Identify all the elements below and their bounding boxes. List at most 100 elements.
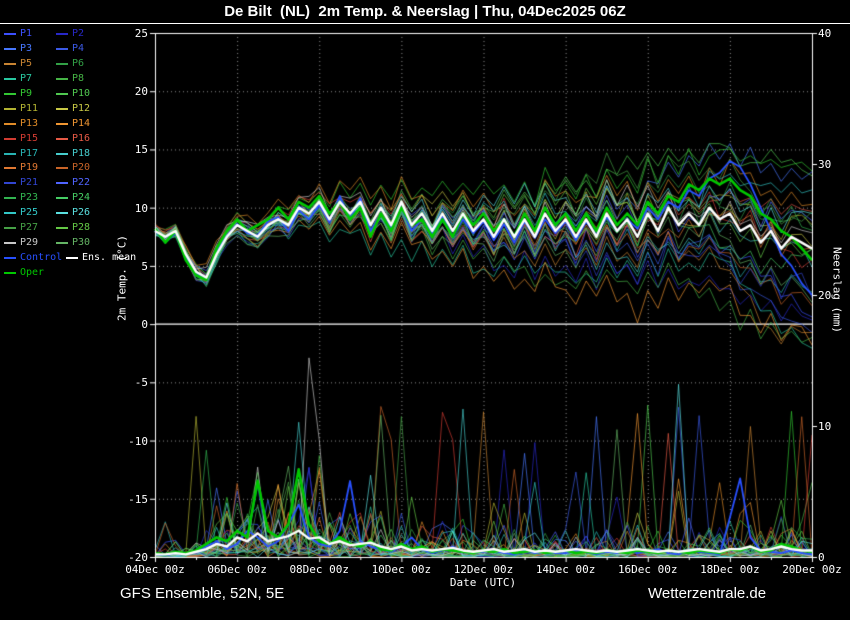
legend-item-p13: P13 — [4, 117, 56, 129]
legend-label: P28 — [72, 222, 91, 234]
x-tick-label: 04Dec 00z — [125, 563, 185, 576]
legend-line-swatch — [4, 33, 16, 36]
legend-label: P18 — [72, 147, 91, 159]
legend-item-p16: P16 — [56, 133, 108, 144]
y-right-tick-label: 30 — [818, 158, 832, 171]
legend-line-swatch — [4, 197, 16, 200]
legend-line-swatch — [4, 241, 16, 244]
legend-item-p3: P3 — [4, 44, 56, 54]
legend-label: P8 — [72, 73, 85, 85]
legend-line-swatch — [4, 152, 16, 155]
x-tick-label: 14Dec 00z — [535, 563, 596, 576]
legend-line-swatch — [56, 227, 68, 230]
legend-item-oper: Oper — [4, 266, 66, 278]
legend-item-p1: P1 — [4, 29, 56, 39]
legend-row: P13 P14 — [4, 116, 128, 131]
legend-label: P6 — [72, 58, 85, 70]
legend-line-swatch — [4, 93, 16, 95]
legend-line-swatch — [56, 122, 68, 125]
legend-line-swatch — [56, 107, 68, 110]
legend-item-p7: P7 — [4, 74, 56, 84]
x-axis-label: Date (UTC) — [449, 576, 517, 589]
legend-line-swatch — [56, 63, 68, 66]
x-tick-label: 18Dec 00z — [700, 563, 760, 576]
legend-item-p21: P21 — [4, 178, 56, 188]
legend-item-control: Control — [4, 252, 66, 263]
legend-item-p17: P17 — [4, 147, 56, 159]
legend-item-p24: P24 — [56, 193, 108, 203]
legend-line-swatch — [56, 182, 68, 185]
y-left-tick-label: -10 — [128, 434, 148, 448]
y-left-tick-label: 15 — [134, 143, 148, 157]
legend-item-p9: P9 — [4, 89, 56, 99]
legend-item-p28: P28 — [56, 223, 108, 233]
y-right-tick-label: 20 — [818, 289, 832, 302]
legend-label: P15 — [20, 132, 39, 144]
legend-item-p19: P19 — [4, 163, 56, 173]
legend-line-swatch — [56, 78, 68, 81]
x-tick-label: 06Dec 00z — [207, 563, 267, 576]
legend-row: P5 P6 — [4, 57, 128, 72]
legend-row: P9 P10 — [4, 87, 128, 102]
legend-item-ens-mean: Ens. mean — [66, 252, 136, 263]
legend-line-swatch — [56, 212, 68, 215]
legend-label: P10 — [72, 88, 91, 99]
legend-item-p29: P29 — [4, 236, 56, 248]
legend-label: P7 — [20, 73, 33, 85]
legend-item-p25: P25 — [4, 208, 56, 218]
legend-line-swatch — [56, 33, 68, 36]
legend-label: P13 — [20, 117, 39, 129]
legend-item-p30: P30 — [56, 237, 108, 248]
legend: P1 P2 P3 P4 P5 P6 P7 P8 P9 P10 P11 P12 P13 P14 P15 P16 P… — [4, 27, 136, 280]
legend-item-p22: P22 — [56, 178, 108, 188]
legend-label: P24 — [72, 192, 91, 204]
legend-label: P3 — [20, 43, 33, 55]
legend-item-p14: P14 — [56, 118, 108, 129]
legend-line-swatch — [66, 256, 78, 259]
legend-label: P9 — [20, 88, 33, 99]
legend-item-p27: P27 — [4, 223, 56, 233]
legend-label: P4 — [72, 43, 85, 55]
footer-site-label: Wetterzentrale.de — [648, 585, 767, 602]
legend-item-p11: P11 — [4, 103, 56, 114]
x-tick-label: 16Dec 00z — [617, 563, 678, 576]
legend-line-swatch — [4, 182, 16, 185]
legend-line-swatch — [4, 107, 16, 110]
legend-line-swatch — [4, 137, 16, 140]
y-right-tick-label: 10 — [818, 420, 832, 433]
legend-line-swatch — [4, 167, 16, 170]
legend-label: P20 — [72, 162, 91, 174]
y-left-tick-label: 20 — [134, 85, 148, 99]
legend-row: P17 P18 — [4, 146, 128, 161]
legend-item-p6: P6 — [56, 59, 108, 69]
y-left-tick-label: -5 — [134, 376, 148, 390]
title-divider — [0, 23, 850, 24]
legend-label: Ens. mean — [82, 251, 137, 263]
legend-label: Oper — [20, 266, 45, 278]
x-tick-label: 10Dec 00z — [371, 563, 432, 576]
legend-label: P1 — [20, 28, 33, 40]
legend-row: Control Ens. mean — [4, 250, 136, 265]
legend-item-p15: P15 — [4, 132, 56, 144]
legend-label: P29 — [20, 236, 39, 248]
legend-row: P21 P22 — [4, 176, 128, 191]
legend-line-swatch — [4, 63, 16, 66]
legend-item-p12: P12 — [56, 103, 108, 114]
legend-item-p18: P18 — [56, 147, 108, 159]
legend-line-swatch — [4, 48, 16, 51]
legend-row: Oper — [4, 265, 128, 280]
legend-item-p10: P10 — [56, 89, 108, 99]
legend-item-p20: P20 — [56, 163, 108, 173]
legend-item-p2: P2 — [56, 29, 108, 39]
legend-label: P17 — [20, 147, 39, 159]
legend-label: P2 — [72, 28, 85, 40]
y-right-tick-label: 0 — [818, 551, 825, 564]
footer-model-label: GFS Ensemble, 52N, 5E — [120, 585, 285, 602]
legend-line-swatch — [4, 227, 16, 230]
legend-item-p5: P5 — [4, 59, 56, 69]
legend-label: P23 — [20, 192, 39, 204]
legend-line-swatch — [56, 152, 68, 155]
legend-label: P19 — [20, 162, 39, 174]
y-left-tick-label: 0 — [141, 318, 148, 332]
